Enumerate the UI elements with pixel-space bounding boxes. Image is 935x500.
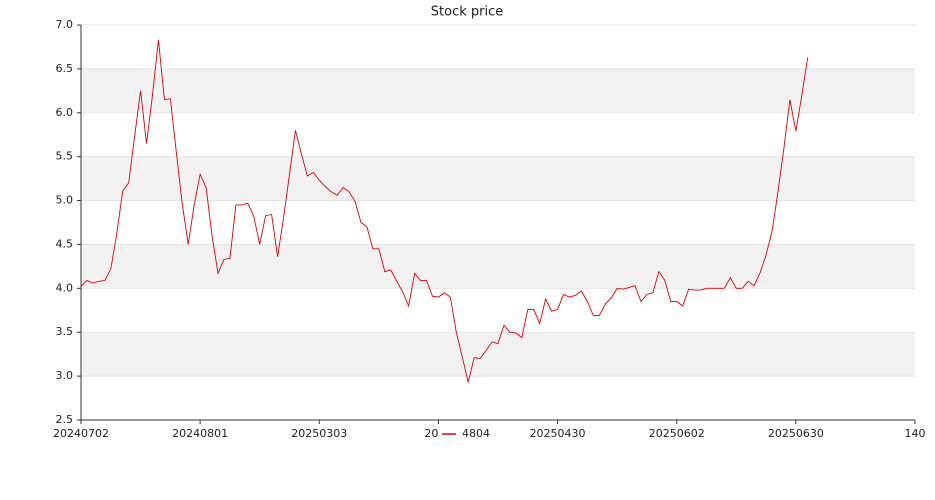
x-tick-label: 20250630	[768, 427, 824, 440]
x-tick-label: 20250303	[291, 427, 347, 440]
grid-band	[81, 156, 915, 201]
y-tick-label: 6.0	[56, 106, 74, 119]
y-tick-label: 3.0	[56, 369, 74, 382]
y-tick-label: 3.5	[56, 325, 74, 338]
y-tick-label: 4.5	[56, 237, 74, 250]
chart-title: Stock price	[431, 5, 503, 20]
y-tick-label: 6.5	[56, 62, 74, 75]
x-tick-label: 140	[905, 427, 926, 440]
y-tick-label: 2.5	[56, 413, 74, 426]
line	[80, 39, 809, 383]
y-tick-label: 5.5	[56, 150, 74, 163]
x-tick-label: 20250430	[530, 427, 586, 440]
x-tick-label: 20250602	[649, 427, 705, 440]
grid-band	[81, 332, 915, 377]
y-tick-label: 7.0	[56, 18, 74, 31]
y-tick-label: 4.0	[56, 281, 74, 294]
y-tick-label: 5.0	[56, 194, 74, 207]
x-tick-label: 20240702	[53, 427, 109, 440]
grid-band	[81, 68, 915, 113]
grid-band	[81, 244, 915, 289]
x-tick-label: 20240801	[172, 427, 228, 440]
legend-box	[438, 427, 498, 441]
legend-label: 4804	[462, 427, 490, 440]
